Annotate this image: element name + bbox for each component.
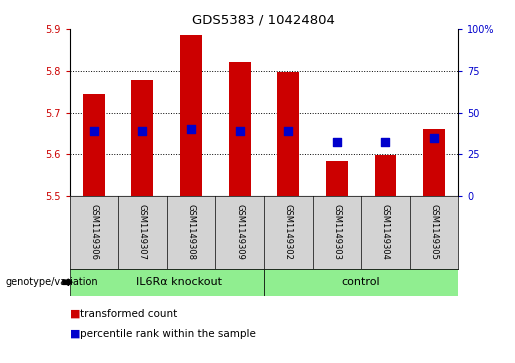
Text: control: control bbox=[342, 277, 381, 287]
Text: GSM1149309: GSM1149309 bbox=[235, 204, 244, 260]
Bar bbox=[326, 160, 348, 196]
Bar bbox=[180, 35, 202, 196]
Text: ■: ■ bbox=[70, 329, 80, 339]
Title: GDS5383 / 10424804: GDS5383 / 10424804 bbox=[193, 13, 335, 26]
Text: IL6Rα knockout: IL6Rα knockout bbox=[136, 277, 222, 287]
Text: GSM1149305: GSM1149305 bbox=[430, 204, 439, 260]
Point bbox=[284, 129, 293, 134]
Text: GSM1149308: GSM1149308 bbox=[186, 204, 196, 260]
Bar bbox=[131, 80, 153, 196]
Text: GSM1149304: GSM1149304 bbox=[381, 204, 390, 260]
Point bbox=[187, 126, 195, 132]
Bar bbox=[374, 155, 397, 196]
Text: GSM1149307: GSM1149307 bbox=[138, 204, 147, 260]
Text: GSM1149303: GSM1149303 bbox=[332, 204, 341, 260]
Text: GSM1149302: GSM1149302 bbox=[284, 204, 293, 260]
Text: transformed count: transformed count bbox=[80, 309, 177, 319]
Bar bbox=[229, 62, 251, 196]
Bar bbox=[423, 129, 445, 196]
Point bbox=[139, 129, 147, 134]
Text: percentile rank within the sample: percentile rank within the sample bbox=[80, 329, 256, 339]
Bar bbox=[264, 269, 458, 296]
Bar bbox=[83, 94, 105, 196]
Text: GSM1149306: GSM1149306 bbox=[89, 204, 98, 260]
Text: genotype/variation: genotype/variation bbox=[5, 277, 98, 287]
Point bbox=[381, 139, 389, 145]
Point bbox=[333, 139, 341, 145]
Bar bbox=[70, 269, 264, 296]
Point bbox=[235, 129, 244, 134]
Point bbox=[90, 129, 98, 134]
Point bbox=[430, 135, 438, 140]
Text: ■: ■ bbox=[70, 309, 80, 319]
Bar bbox=[277, 72, 299, 196]
